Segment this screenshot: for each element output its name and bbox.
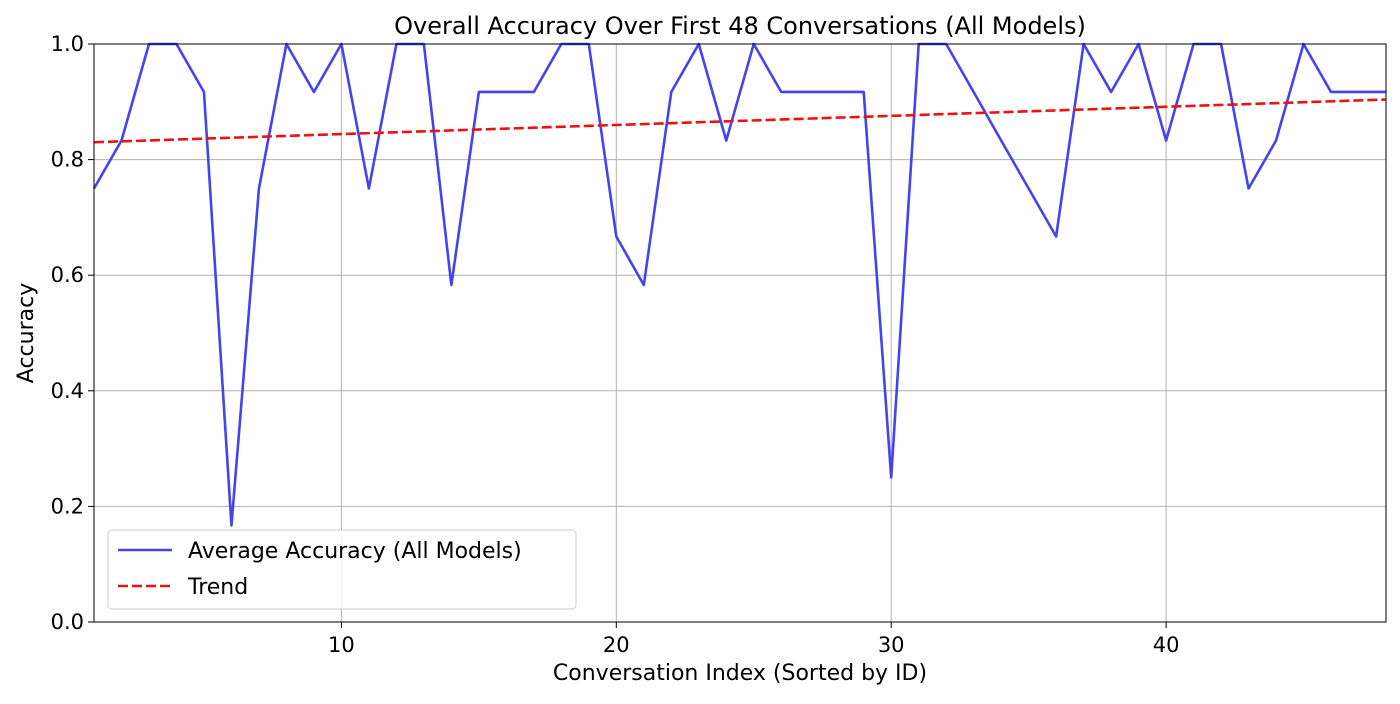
accuracy-line	[92, 42, 1386, 527]
x-tick-label: 40	[1153, 633, 1180, 657]
chart-title: Overall Accuracy Over First 48 Conversat…	[394, 12, 1086, 40]
y-tick-label: 0.6	[51, 263, 84, 287]
y-tick-label: 0.8	[51, 148, 84, 172]
legend-box	[107, 529, 577, 610]
plot-frame	[93, 43, 1387, 623]
ticks: 10 20 30 40 0.0 0.2 0.4 0.6 0.8 1.0	[51, 32, 1180, 657]
y-tick-label: 0.2	[51, 494, 84, 518]
legend-label: Average Accuracy (All Models)	[188, 539, 522, 564]
x-axis-label: Conversation Index (Sorted by ID)	[553, 661, 927, 686]
y-tick-label: 1.0	[51, 32, 84, 56]
legend-label: Trend	[187, 575, 248, 600]
y-tick-label: 0.4	[51, 379, 84, 403]
legend: Average Accuracy (All Models) Trend	[107, 529, 577, 610]
y-axis-label: Accuracy	[14, 283, 39, 383]
series-layer	[92, 42, 1387, 527]
x-tick-label: 20	[603, 633, 630, 657]
x-tick-label: 30	[878, 633, 905, 657]
trend-line	[93, 98, 1387, 144]
x-tick-label: 10	[328, 633, 355, 657]
y-tick-label: 0.0	[51, 610, 84, 634]
